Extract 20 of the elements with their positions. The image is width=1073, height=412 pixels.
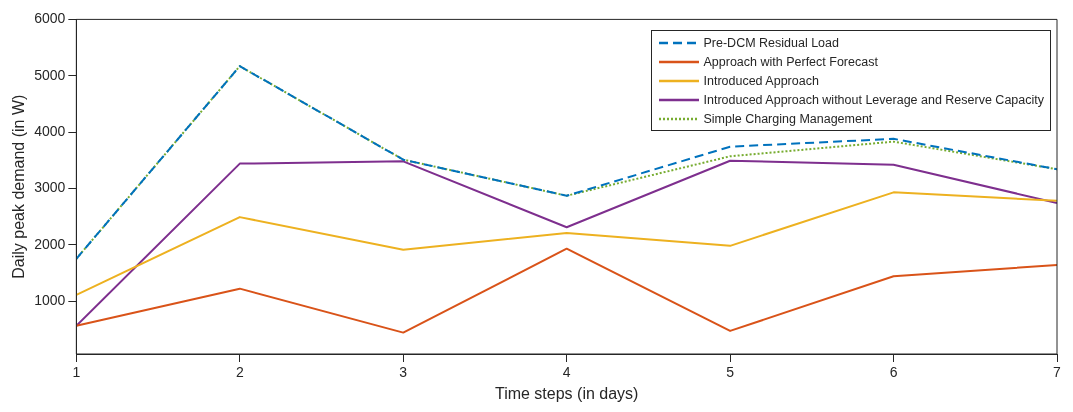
y-tick-label: 5000 — [34, 66, 66, 83]
x-tick-label: 1 — [72, 364, 81, 381]
x-tick-label: 3 — [399, 364, 408, 381]
x-axis-title: Time steps (in days) — [494, 384, 639, 402]
x-tick-label: 5 — [726, 364, 735, 381]
legend-label: Approach with Perfect Forecast — [703, 54, 878, 69]
x-tick-label: 6 — [889, 364, 898, 381]
y-tick-label: 4000 — [34, 122, 66, 139]
legend-label: Pre-DCM Residual Load — [703, 35, 839, 50]
y-tick-label: 3000 — [34, 179, 66, 196]
y-tick-label: 2000 — [34, 235, 66, 252]
y-tick-label: 1000 — [34, 291, 66, 308]
legend-label: Simple Charging Management — [703, 111, 873, 126]
legend-label: Introduced Approach — [703, 73, 819, 88]
x-tick-label: 2 — [235, 364, 244, 381]
x-tick-label: 7 — [1053, 364, 1062, 381]
y-tick-label: 6000 — [34, 10, 66, 27]
legend-label: Introduced Approach without Leverage and Reserve Capacity — [703, 92, 1044, 107]
y-axis-title: Daily peak demand (in W) — [10, 94, 28, 279]
x-tick-label: 4 — [562, 364, 571, 381]
